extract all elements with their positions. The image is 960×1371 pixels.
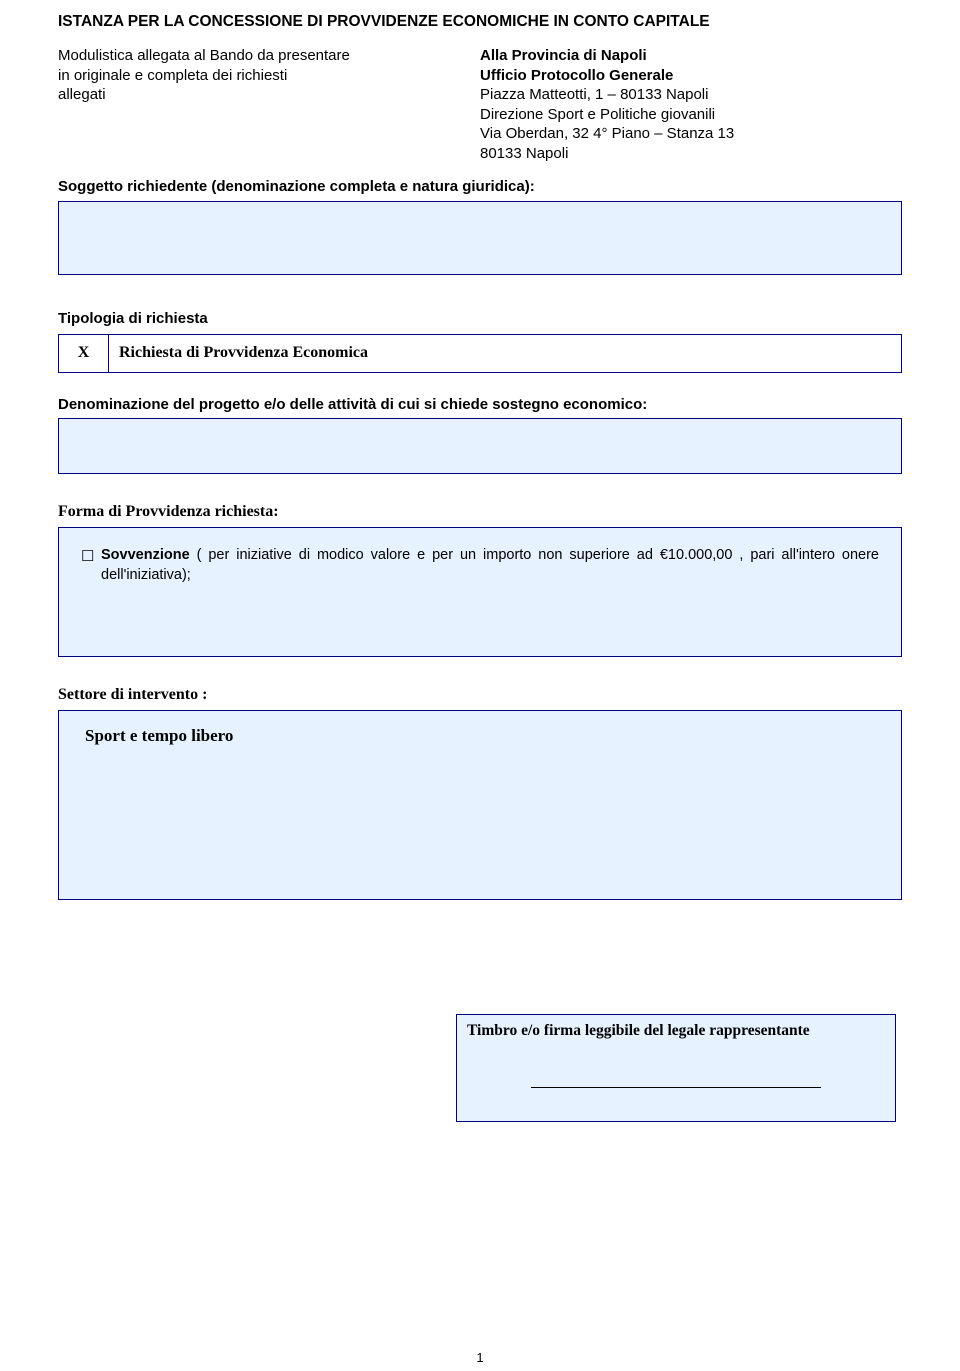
forma-checkbox[interactable]: ☐ bbox=[81, 547, 94, 567]
tipologia-x-cell: X bbox=[59, 335, 109, 372]
header-left-line2: in originale e completa dei richiesti bbox=[58, 66, 480, 86]
settore-text: Sport e tempo libero bbox=[85, 725, 875, 747]
timbro-wrap: Timbro e/o firma leggibile del legale ra… bbox=[456, 1014, 896, 1122]
header-right-line1: Alla Provincia di Napoli bbox=[480, 46, 902, 66]
header-left: Modulistica allegata al Bando da present… bbox=[58, 46, 480, 163]
settore-box: Sport e tempo libero bbox=[58, 710, 902, 900]
timbro-box: Timbro e/o firma leggibile del legale ra… bbox=[456, 1014, 896, 1122]
tipologia-text-cell: Richiesta di Provvidenza Economica bbox=[109, 335, 901, 372]
tipologia-row: X Richiesta di Provvidenza Economica bbox=[58, 334, 902, 373]
tipologia-label: Tipologia di richiesta bbox=[58, 309, 902, 329]
denominazione-label: Denominazione del progetto e/o delle att… bbox=[58, 395, 902, 415]
document-title: ISTANZA PER LA CONCESSIONE DI PROVVIDENZ… bbox=[58, 12, 902, 32]
header-left-line1: Modulistica allegata al Bando da present… bbox=[58, 46, 480, 66]
header-right-line6: 80133 Napoli bbox=[480, 144, 902, 164]
denominazione-input-box[interactable] bbox=[58, 418, 902, 474]
soggetto-label: Soggetto richiedente (denominazione comp… bbox=[58, 177, 902, 197]
soggetto-input-box[interactable] bbox=[58, 201, 902, 275]
header-right-line4: Direzione Sport e Politiche giovanili bbox=[480, 105, 902, 125]
settore-label: Settore di intervento : bbox=[58, 685, 902, 706]
header-right-line2: Ufficio Protocollo Generale bbox=[480, 66, 902, 86]
signature-line bbox=[531, 1087, 821, 1088]
forma-text-rest: ( per iniziative di modico valore e per … bbox=[101, 547, 879, 583]
forma-box: ☐ Sovvenzione ( per iniziative di modico… bbox=[58, 527, 902, 657]
forma-body: ☐ Sovvenzione ( per iniziative di modico… bbox=[81, 546, 879, 585]
header-right: Alla Provincia di Napoli Ufficio Protoco… bbox=[480, 46, 902, 163]
page-number: 1 bbox=[0, 1350, 960, 1367]
header-block: Modulistica allegata al Bando da present… bbox=[58, 46, 902, 163]
forma-label: Forma di Provvidenza richiesta: bbox=[58, 502, 902, 523]
header-right-line5: Via Oberdan, 32 4° Piano – Stanza 13 bbox=[480, 124, 902, 144]
header-right-line3: Piazza Matteotti, 1 – 80133 Napoli bbox=[480, 85, 902, 105]
timbro-label: Timbro e/o firma leggibile del legale ra… bbox=[467, 1021, 885, 1041]
header-left-line3: allegati bbox=[58, 85, 480, 105]
forma-text-bold: Sovvenzione bbox=[101, 547, 190, 563]
